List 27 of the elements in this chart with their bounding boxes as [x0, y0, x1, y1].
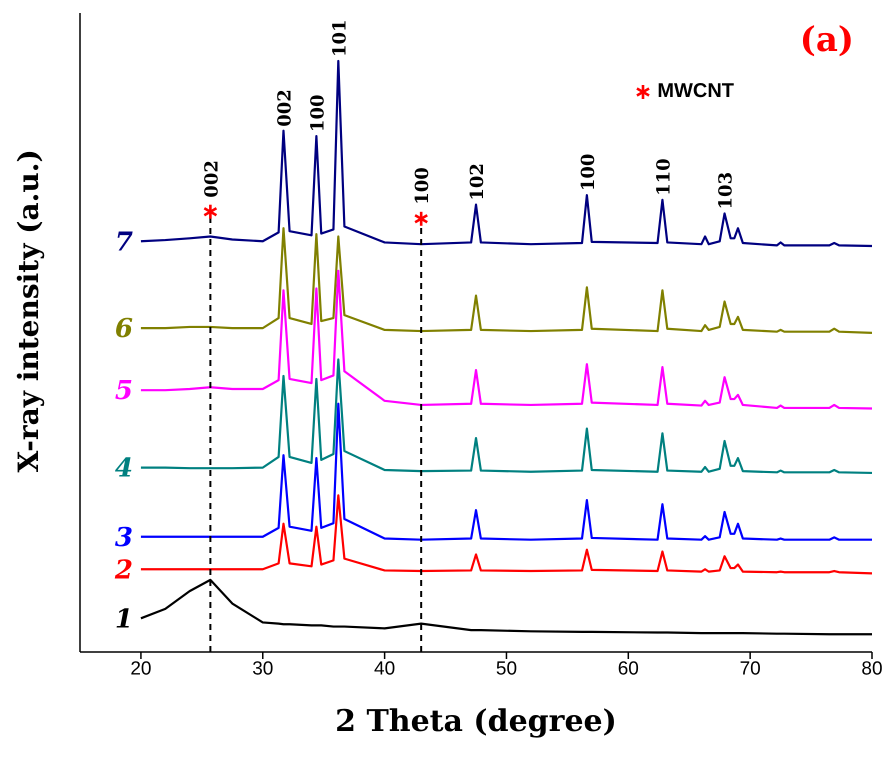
series-label: 2 — [114, 555, 133, 586]
x-tick-label: 80 — [861, 658, 883, 680]
x-tick-label: 20 — [130, 658, 152, 680]
annotation: 100 — [412, 167, 434, 205]
annotation: 100 — [307, 94, 328, 132]
series-label: 4 — [114, 454, 133, 484]
series-label: 7 — [114, 227, 133, 258]
x-tick-label: 40 — [374, 658, 396, 680]
annotation: 101 — [329, 19, 350, 57]
annotation: 110 — [653, 158, 674, 196]
annotation: 002 — [274, 89, 296, 127]
annotation: 102 — [467, 163, 488, 201]
x-axis-title: 2 Theta (degree) — [335, 704, 617, 739]
annotation: 103 — [716, 172, 737, 210]
x-tick-label: 30 — [252, 658, 274, 680]
series-label: 3 — [114, 522, 133, 553]
series-label: 6 — [114, 314, 133, 344]
annotation: 100 — [578, 154, 599, 192]
x-tick-label: 50 — [496, 658, 518, 680]
text: (a) — [800, 20, 854, 60]
annotation: 002 — [201, 160, 222, 198]
series-label: 5 — [114, 376, 133, 406]
legend-label: MWCNT — [657, 80, 734, 103]
y-axis-title: X-ray intensity (a.u.) — [12, 149, 45, 472]
x-tick-label: 70 — [740, 658, 761, 680]
x-tick-label: 60 — [618, 658, 639, 680]
series-label: 1 — [114, 604, 133, 634]
